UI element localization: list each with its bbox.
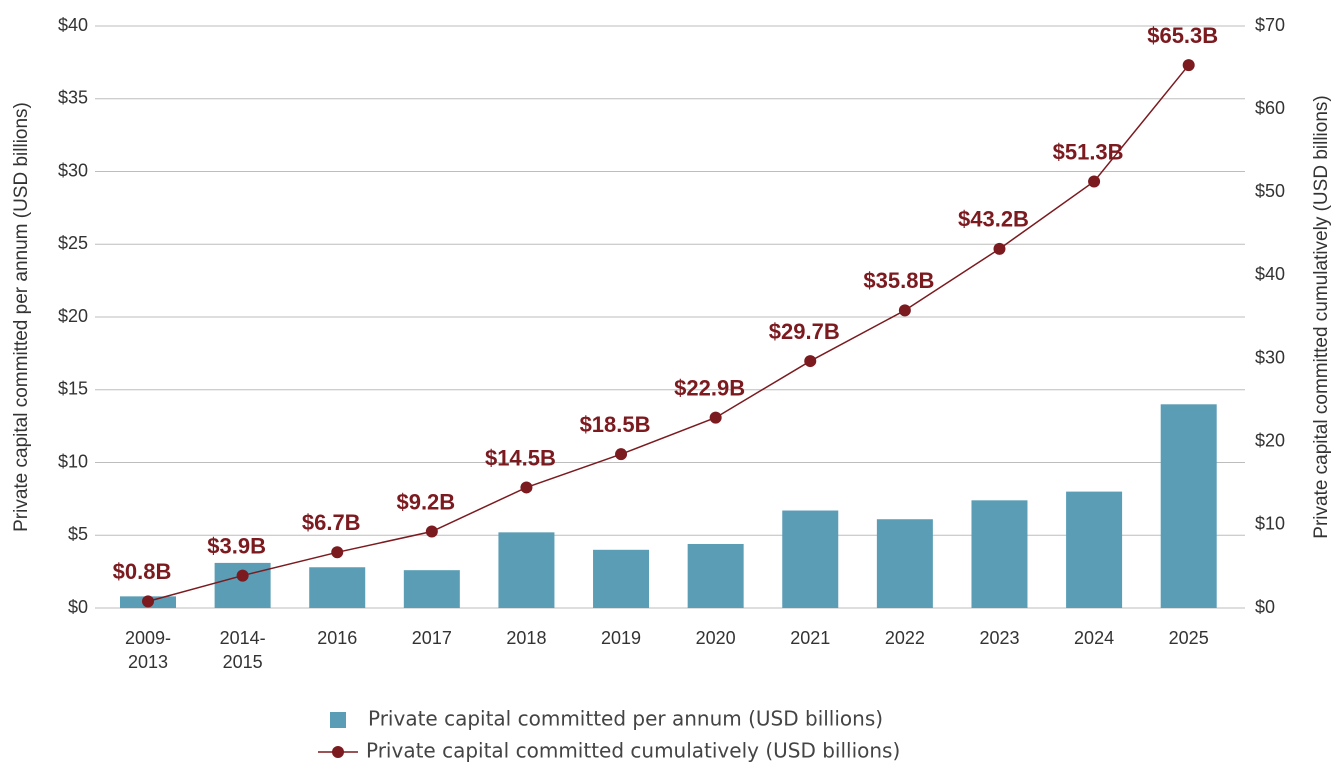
data-label: $18.5B [580,412,651,437]
y-tick-label: $20 [58,306,88,326]
data-label: $9.2B [396,489,455,514]
bar [593,549,650,608]
y2-axis-label: Private capital committed cumulatively (… [1311,95,1332,538]
x-tick-label: 2023 [979,628,1020,648]
y2-tick-label: $10 [1255,514,1285,534]
data-label: $29.7B [769,319,840,344]
y-tick-label: $35 [58,88,88,108]
x-tick-label: 2009-2013 [124,628,172,672]
bar [498,532,555,608]
bar [1066,491,1123,608]
legend-swatch [330,712,346,728]
y2-tick-label: $50 [1255,181,1285,201]
line-point [1088,175,1101,188]
y2-tick-label: $70 [1255,15,1285,35]
line [147,64,1190,603]
x-tick-label: 2017 [411,628,452,648]
data-label: $6.7B [302,510,361,535]
y2-tick-label: $40 [1255,264,1285,284]
y2-tick-label: $0 [1255,597,1275,617]
line-point [898,304,911,317]
line-point [425,525,438,538]
y-tick-label: $40 [58,15,88,35]
data-label: $14.5B [485,445,556,470]
line-point [993,242,1006,255]
line-point [331,546,344,559]
line-point [520,481,533,494]
y-tick-label: $5 [68,524,88,544]
data-label: $22.9B [674,375,745,400]
data-label: $3.9B [207,533,266,558]
y2-tick-label: $60 [1255,98,1285,118]
bar [1160,404,1217,608]
data-label: $0.8B [113,559,172,584]
x-tick-label: 2025 [1168,628,1209,648]
bar [876,519,933,608]
x-tick-label: 2019 [601,628,642,648]
line-point [142,595,155,608]
line-point [615,448,628,461]
y-tick-label: $15 [58,379,88,399]
legend-label: Private capital committed cumulatively (… [366,739,900,763]
x-tick-label: 2014-2015 [219,628,266,672]
line-point [709,411,722,424]
x-tick-label: 2016 [317,628,358,648]
y2-tick-label: $30 [1255,347,1285,367]
line-point [236,569,249,582]
data-label: $65.3B [1147,23,1218,48]
y2-tick-label: $20 [1255,430,1285,450]
bar [309,567,366,608]
x-tick-label: 2021 [790,628,831,648]
y-tick-label: $30 [58,160,88,180]
legend-label: Private capital committed per annum (USD… [368,707,883,731]
bar [782,510,839,608]
x-tick-label: 2018 [506,628,547,648]
legend-swatch [332,746,344,758]
data-label: $43.2B [958,207,1029,232]
x-tick-label: 2024 [1074,628,1115,648]
y-axis-label: Private capital committed per annum (USD… [11,102,32,532]
x-tick-label: 2022 [884,628,925,648]
y-tick-label: $0 [68,597,88,617]
line-point [804,355,817,368]
data-label: $51.3B [1053,139,1124,164]
y-tick-label: $10 [58,451,88,471]
data-label: $35.8B [863,268,934,293]
bar [403,570,460,608]
bar [971,500,1028,608]
y-tick-label: $25 [58,233,88,253]
bar [687,543,744,608]
x-tick-label: 2020 [695,628,736,648]
line-point [1182,59,1195,72]
